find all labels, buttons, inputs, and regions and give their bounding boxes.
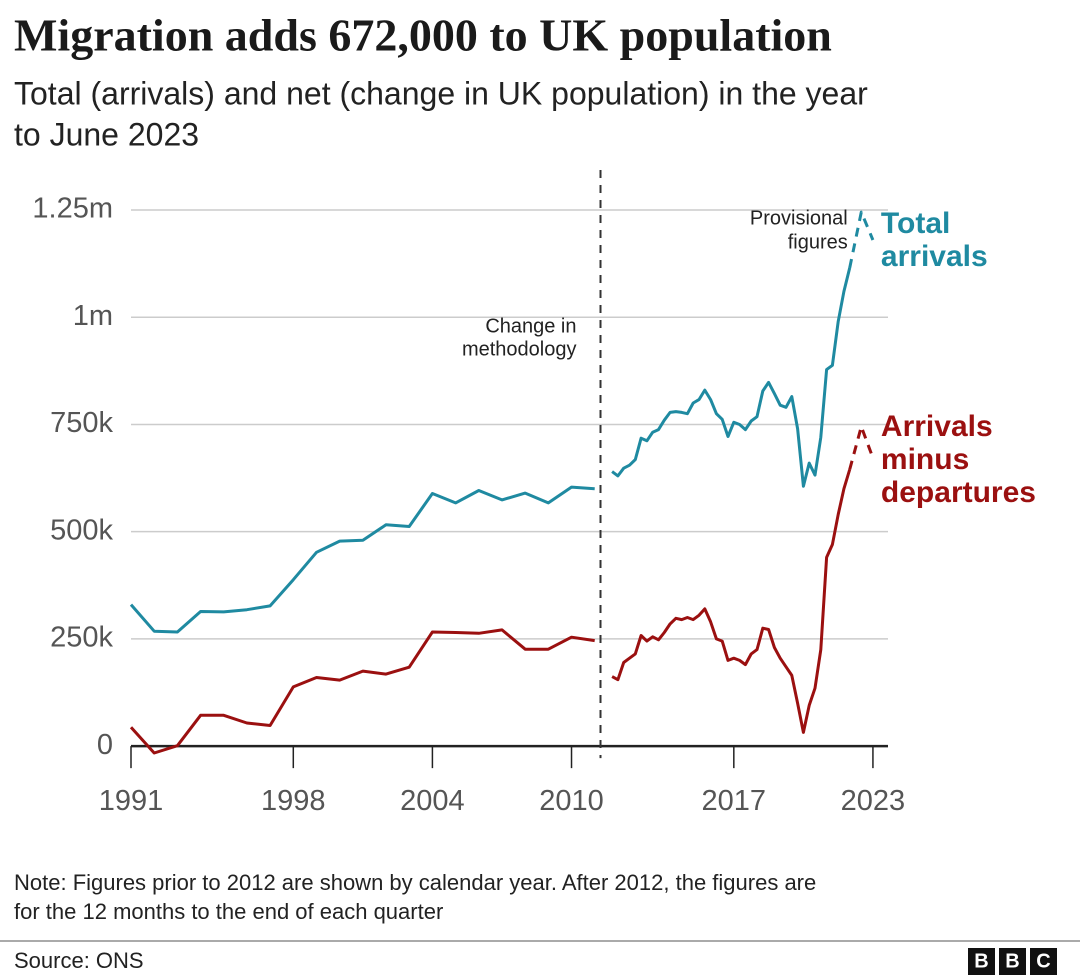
chart-title: Migration adds 672,000 to UK population (14, 10, 832, 61)
annotation: figures (788, 231, 848, 253)
series-label: Total arrivals (881, 207, 988, 273)
logo-block (1030, 948, 1057, 975)
y-tick-label: 500k (50, 514, 113, 546)
x-tick-label: 1991 (99, 785, 164, 817)
y-tick-label: 750k (50, 407, 113, 439)
series-label: Arrivals minus departures (881, 410, 1036, 509)
provisional-line (848, 210, 875, 269)
chart-subtitle: to June 2023 (14, 116, 199, 152)
annotation: methodology (462, 338, 577, 360)
series-line (611, 267, 852, 488)
annotation: Change in (485, 315, 576, 337)
x-tick-label: 2017 (702, 785, 767, 817)
source: Source: ONS (14, 948, 144, 973)
y-tick-label: 0 (97, 729, 113, 761)
series-line (129, 485, 595, 634)
note: for the 12 months to the end of each qua… (14, 899, 443, 924)
logo-letter: B (974, 950, 988, 972)
logo-block (968, 948, 995, 975)
x-tick-label: 2010 (539, 785, 604, 817)
logo-letter: B (1005, 950, 1019, 972)
y-tick-label: 250k (50, 622, 113, 654)
logo-block (999, 948, 1026, 975)
y-tick-label: 1m (73, 300, 113, 332)
provisional-line (848, 425, 875, 470)
y-tick-label: 1.25m (32, 193, 113, 225)
x-tick-label: 2023 (841, 785, 906, 817)
chart-subtitle: Total (arrivals) and net (change in UK p… (14, 75, 868, 111)
logo-letter: C (1036, 950, 1050, 972)
x-tick-label: 2004 (400, 785, 465, 817)
x-tick-label: 1998 (261, 785, 326, 817)
series-line (129, 628, 595, 755)
annotation: Provisional (750, 207, 848, 229)
note: Note: Figures prior to 2012 are shown by… (14, 870, 816, 895)
series-line (611, 469, 852, 734)
